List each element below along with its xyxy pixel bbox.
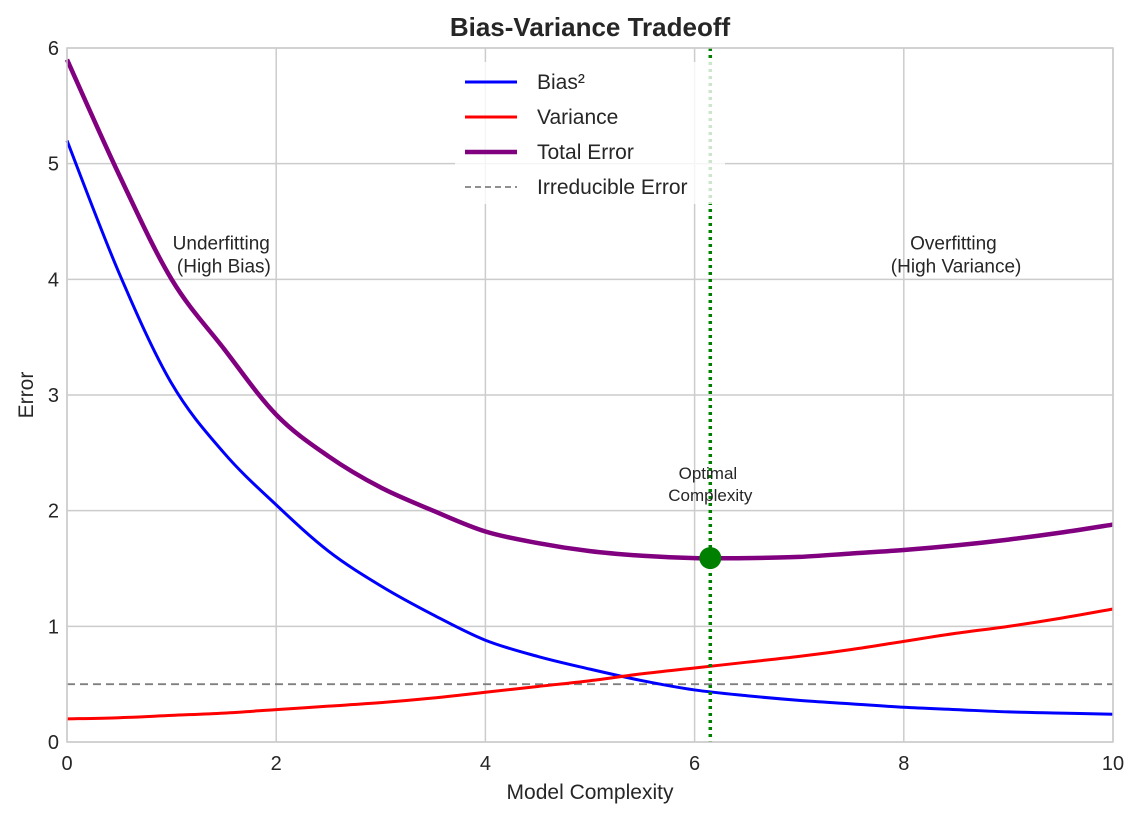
plot-series [64,58,1114,721]
annotation-overfitting-line1: Overfitting [910,233,997,254]
x-tick-label: 6 [689,753,700,775]
plot-overlay [699,48,722,742]
y-tick-label: 4 [48,269,59,291]
annotation-optimal-line2: Complexity [668,486,753,505]
x-tick-label: 0 [61,753,72,775]
chart-title: Bias-Variance Tradeoff [450,12,731,42]
annotation-underfitting-line2: (High Bias) [177,256,271,277]
y-tick-label: 3 [48,385,59,407]
series-line-variance [66,607,1114,721]
x-axis-label: Model Complexity [507,781,674,804]
annotation-overfitting: Overfitting (High Variance) [891,233,1022,277]
y-tick-label: 5 [48,154,59,176]
legend-label: Variance [537,106,618,129]
annotations: Underfitting (High Bias) Overfitting (Hi… [173,233,1022,505]
y-tick-label: 0 [48,732,59,754]
x-tick-label: 10 [1102,753,1124,775]
annotation-underfitting: Underfitting (High Bias) [173,233,275,277]
y-tick-label: 2 [48,501,59,523]
legend: Bias² Variance Total Error Irreducible Erro… [455,62,725,204]
x-tick-label: 2 [271,753,282,775]
annotation-overfitting-line2: (High Variance) [891,256,1022,277]
legend-background [455,62,725,204]
annotation-optimal-line1: Optimal [679,464,738,483]
tick-labels: 0 2 4 6 8 10 0 1 2 3 4 5 6 [48,38,1124,775]
optimal-point [699,547,722,570]
x-tick-label: 4 [480,753,491,775]
legend-items: Bias² Variance Total Error Irreducible Erro… [465,71,688,199]
legend-label: Irreducible Error [537,176,688,199]
y-tick-label: 6 [48,38,59,60]
legend-label: Bias² [537,71,585,94]
annotation-underfitting-line1: Underfitting [173,233,270,254]
annotation-optimal: Optimal Complexity [668,464,753,505]
plot-frame [66,47,1114,743]
legend-label: Total Error [537,141,634,164]
series-line-total-error [64,58,1114,561]
y-tick-label: 1 [48,616,59,638]
x-tick-label: 8 [898,753,909,775]
series-line-bias [65,139,1114,716]
y-axis-label: Error [15,372,38,419]
